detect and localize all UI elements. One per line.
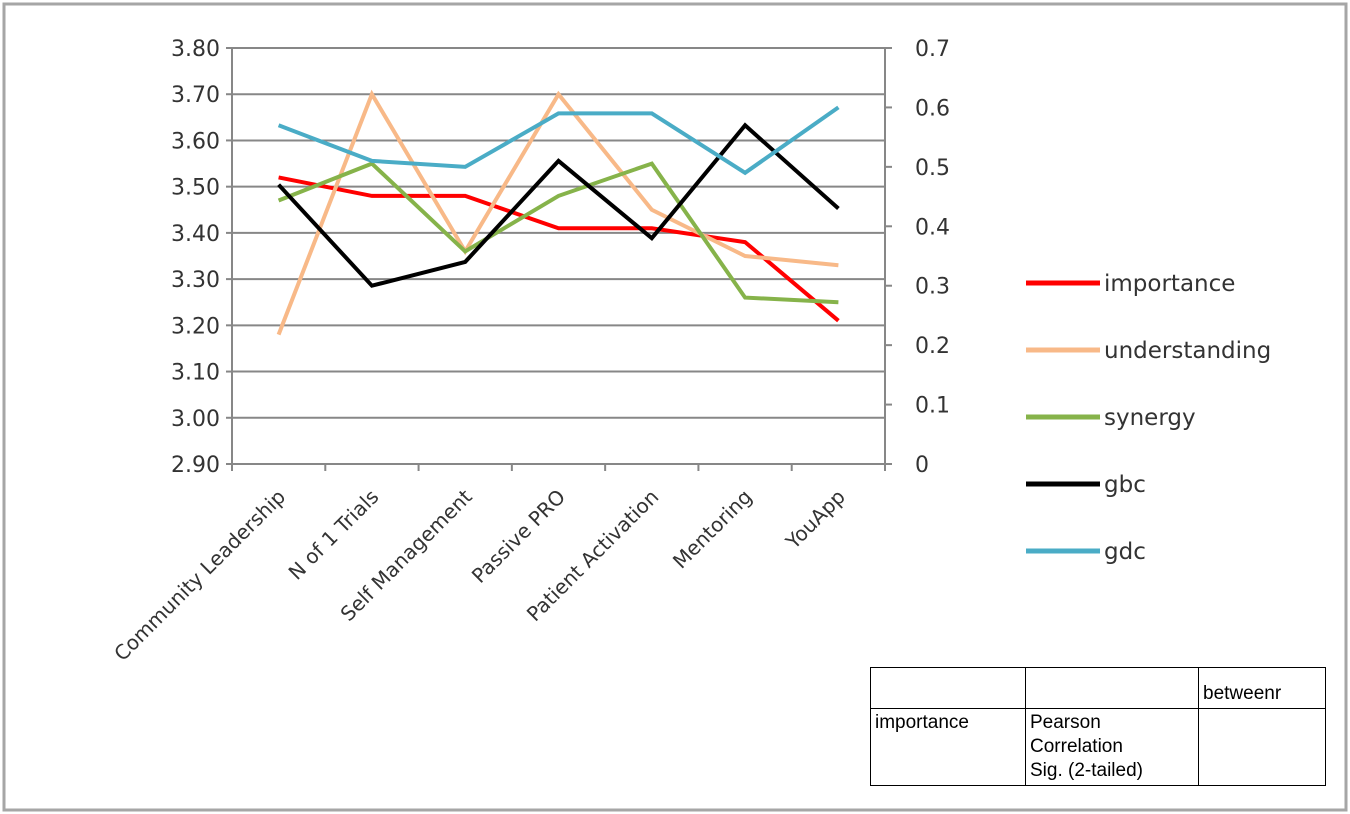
legend-label-synergy: synergy [1104,405,1196,431]
legend-label-gbc: gbc [1104,472,1146,498]
series-line-importance [278,175,840,323]
left-axis-tick-label: 3.10 [171,361,220,386]
legend-label-importance: importance [1104,271,1235,297]
header-empty-cell-2 [1025,667,1199,709]
left-axis-tick-label: 3.40 [171,222,220,247]
right-axis-tick-label: 0.2 [915,334,950,359]
right-axis-tick-label: 0.7 [915,37,950,62]
series-line-synergy [277,161,839,305]
left-axis-tick-label: 3.30 [171,268,220,293]
stat-label-pearson: Pearson [1030,712,1101,733]
left-axis-tick-label: 3.80 [171,37,220,62]
right-axis-tick-label: 0 [915,453,929,478]
series-line-gbc [277,122,840,288]
legend-label-gdc: gdc [1104,539,1146,565]
table-header-row: betweenr [870,667,1326,709]
legend-label-understanding: understanding [1104,338,1271,364]
legend: importance understanding synergy gbc gdc [1026,271,1271,565]
table-value-cell [1198,708,1326,786]
series-line-understanding [276,89,839,336]
correlation-table: betweenr importance Pearson Correlation … [870,667,1326,786]
table-header-betweenr: betweenr [1198,667,1326,709]
series-lines [276,89,840,336]
stat-label-correlation: Correlation [1030,736,1123,757]
left-axis-tick-label: 2.90 [171,453,220,478]
left-axis-tick-label: 3.70 [171,83,220,108]
table-row-label: importance [870,708,1026,786]
series-line-gdc [277,105,840,176]
header-empty-cell-1 [870,667,1026,709]
left-axis-tick-label: 3.50 [171,176,220,201]
left-axis-tick-label: 3.00 [171,407,220,432]
right-axis-tick-label: 0.6 [915,96,950,121]
left-axis-tick-label: 3.20 [171,314,220,339]
right-axis-tick-label: 0.1 [915,394,950,419]
table-stat-labels: Pearson Correlation Sig. (2-tailed) [1025,708,1199,786]
right-axis-tick-label: 0.5 [915,156,950,181]
right-axis-tick-label: 0.3 [915,275,950,300]
table-row: importance Pearson Correlation Sig. (2-t… [870,708,1326,786]
right-axis-tick-label: 0.4 [915,215,950,240]
left-axis-tick-label: 3.60 [171,129,220,154]
stat-label-sig: Sig. (2-tailed) [1030,760,1143,781]
